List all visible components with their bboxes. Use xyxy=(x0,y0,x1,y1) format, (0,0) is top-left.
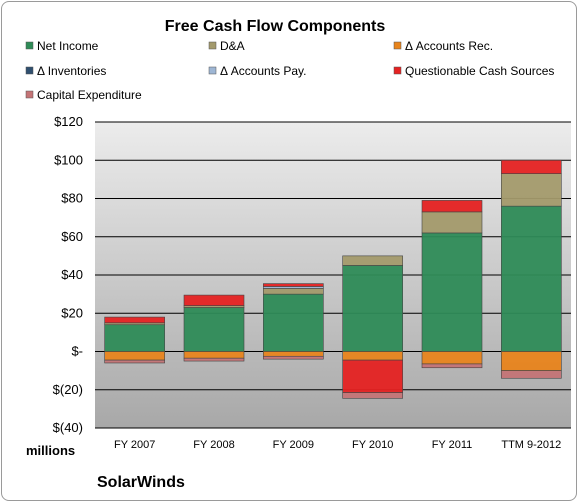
legend-label-capital-expenditure: Capital Expenditure xyxy=(37,88,142,102)
legend-swatch-capital-expenditure xyxy=(25,90,34,99)
legend-swatch-inventories xyxy=(25,66,34,75)
bars xyxy=(104,159,562,399)
bar-d-a-ttm-9-2012 xyxy=(501,173,562,207)
legend-label-inventories: Δ Inventories xyxy=(37,64,106,78)
legend-label-d-a: D&A xyxy=(220,39,245,53)
legend-label-questionable-cash-sources: Questionable Cash Sources xyxy=(405,64,554,78)
bar-accounts-rec-fy-2007 xyxy=(104,351,165,361)
bar-questionable-cash-sources-fy-2008 xyxy=(183,294,245,306)
y-tick-label: $120 xyxy=(54,114,83,129)
bar-accounts-rec-fy-2010 xyxy=(342,351,403,361)
bar-net-income-fy-2009 xyxy=(263,293,324,352)
bar-accounts-rec-fy-2009 xyxy=(263,351,324,357)
x-tick-label: FY 2010 xyxy=(352,439,393,451)
company-label: SolarWinds xyxy=(97,474,185,491)
bar-net-income-fy-2011 xyxy=(421,232,483,352)
bar-accounts-rec-fy-2008 xyxy=(183,351,245,359)
x-tick-label: FY 2011 xyxy=(432,439,473,451)
bar-capital-expenditure-ttm-9-2012 xyxy=(501,370,562,379)
legend-label-accounts-rec: Δ Accounts Rec. xyxy=(405,39,493,53)
bar-questionable-cash-sources-fy-2011 xyxy=(421,200,483,213)
bar-d-a-fy-2009 xyxy=(263,288,324,295)
legend-label-net-income: Net Income xyxy=(37,39,99,53)
units-label: millions xyxy=(26,443,75,458)
legend-swatch-questionable-cash-sources xyxy=(393,66,402,75)
x-tick-label: TTM 9-2012 xyxy=(501,439,561,451)
legend-swatch-accounts-pay xyxy=(208,66,217,75)
y-tick-label: $60 xyxy=(61,229,83,244)
bar-d-a-fy-2011 xyxy=(421,211,483,234)
y-axis: $(40) $(20) $- $20 $40 $60 $80 $100 $120 xyxy=(53,114,83,435)
x-tick-label: FY 2009 xyxy=(273,439,314,451)
bar-accounts-rec-ttm-9-2012 xyxy=(501,351,562,371)
bar-capital-expenditure-fy-2011 xyxy=(421,363,483,369)
y-tick-label: $40 xyxy=(61,267,83,282)
x-axis: FY 2007 FY 2008 FY 2009 FY 2010 FY 2011 TTM 9… xyxy=(114,439,561,451)
chart-title: Free Cash Flow Components xyxy=(165,18,386,35)
bar-questionable-cash-sources-ttm-9-2012 xyxy=(501,159,562,174)
bar-net-income-fy-2007 xyxy=(104,324,165,352)
x-tick-label: FY 2008 xyxy=(193,439,234,451)
legend-swatch-net-income xyxy=(25,41,34,50)
legend-swatch-accounts-rec xyxy=(393,41,402,50)
y-tick-label: $(40) xyxy=(53,420,83,435)
legend-label-accounts-pay: Δ Accounts Pay. xyxy=(220,64,307,78)
bar-accounts-rec-fy-2011 xyxy=(421,351,483,365)
x-tick-label: FY 2007 xyxy=(114,439,155,451)
bar-capital-expenditure-fy-2010 xyxy=(342,392,403,399)
legend-swatch-d-a xyxy=(208,41,217,50)
bar-questionable-cash-sources-fy-2010 xyxy=(342,359,403,393)
y-tick-label: $100 xyxy=(54,152,83,167)
gridlines xyxy=(95,121,571,429)
y-tick-label: $80 xyxy=(61,191,83,206)
bar-net-income-ttm-9-2012 xyxy=(501,205,562,352)
y-tick-label: $20 xyxy=(61,305,83,320)
bar-questionable-cash-sources-fy-2007 xyxy=(104,316,165,324)
y-tick-label: $(20) xyxy=(53,382,83,397)
bar-capital-expenditure-fy-2007 xyxy=(104,359,165,364)
bar-capital-expenditure-fy-2008 xyxy=(183,357,245,362)
bar-d-a-fy-2010 xyxy=(342,255,403,266)
bar-net-income-fy-2010 xyxy=(342,265,403,352)
bar-capital-expenditure-fy-2009 xyxy=(263,355,324,360)
bar-net-income-fy-2008 xyxy=(183,307,245,352)
y-tick-label: $- xyxy=(71,344,83,359)
legend: Net Income D&A Δ Accounts Rec. Δ Inventorie… xyxy=(25,39,554,102)
bar-questionable-cash-sources-fy-2009 xyxy=(263,283,324,287)
